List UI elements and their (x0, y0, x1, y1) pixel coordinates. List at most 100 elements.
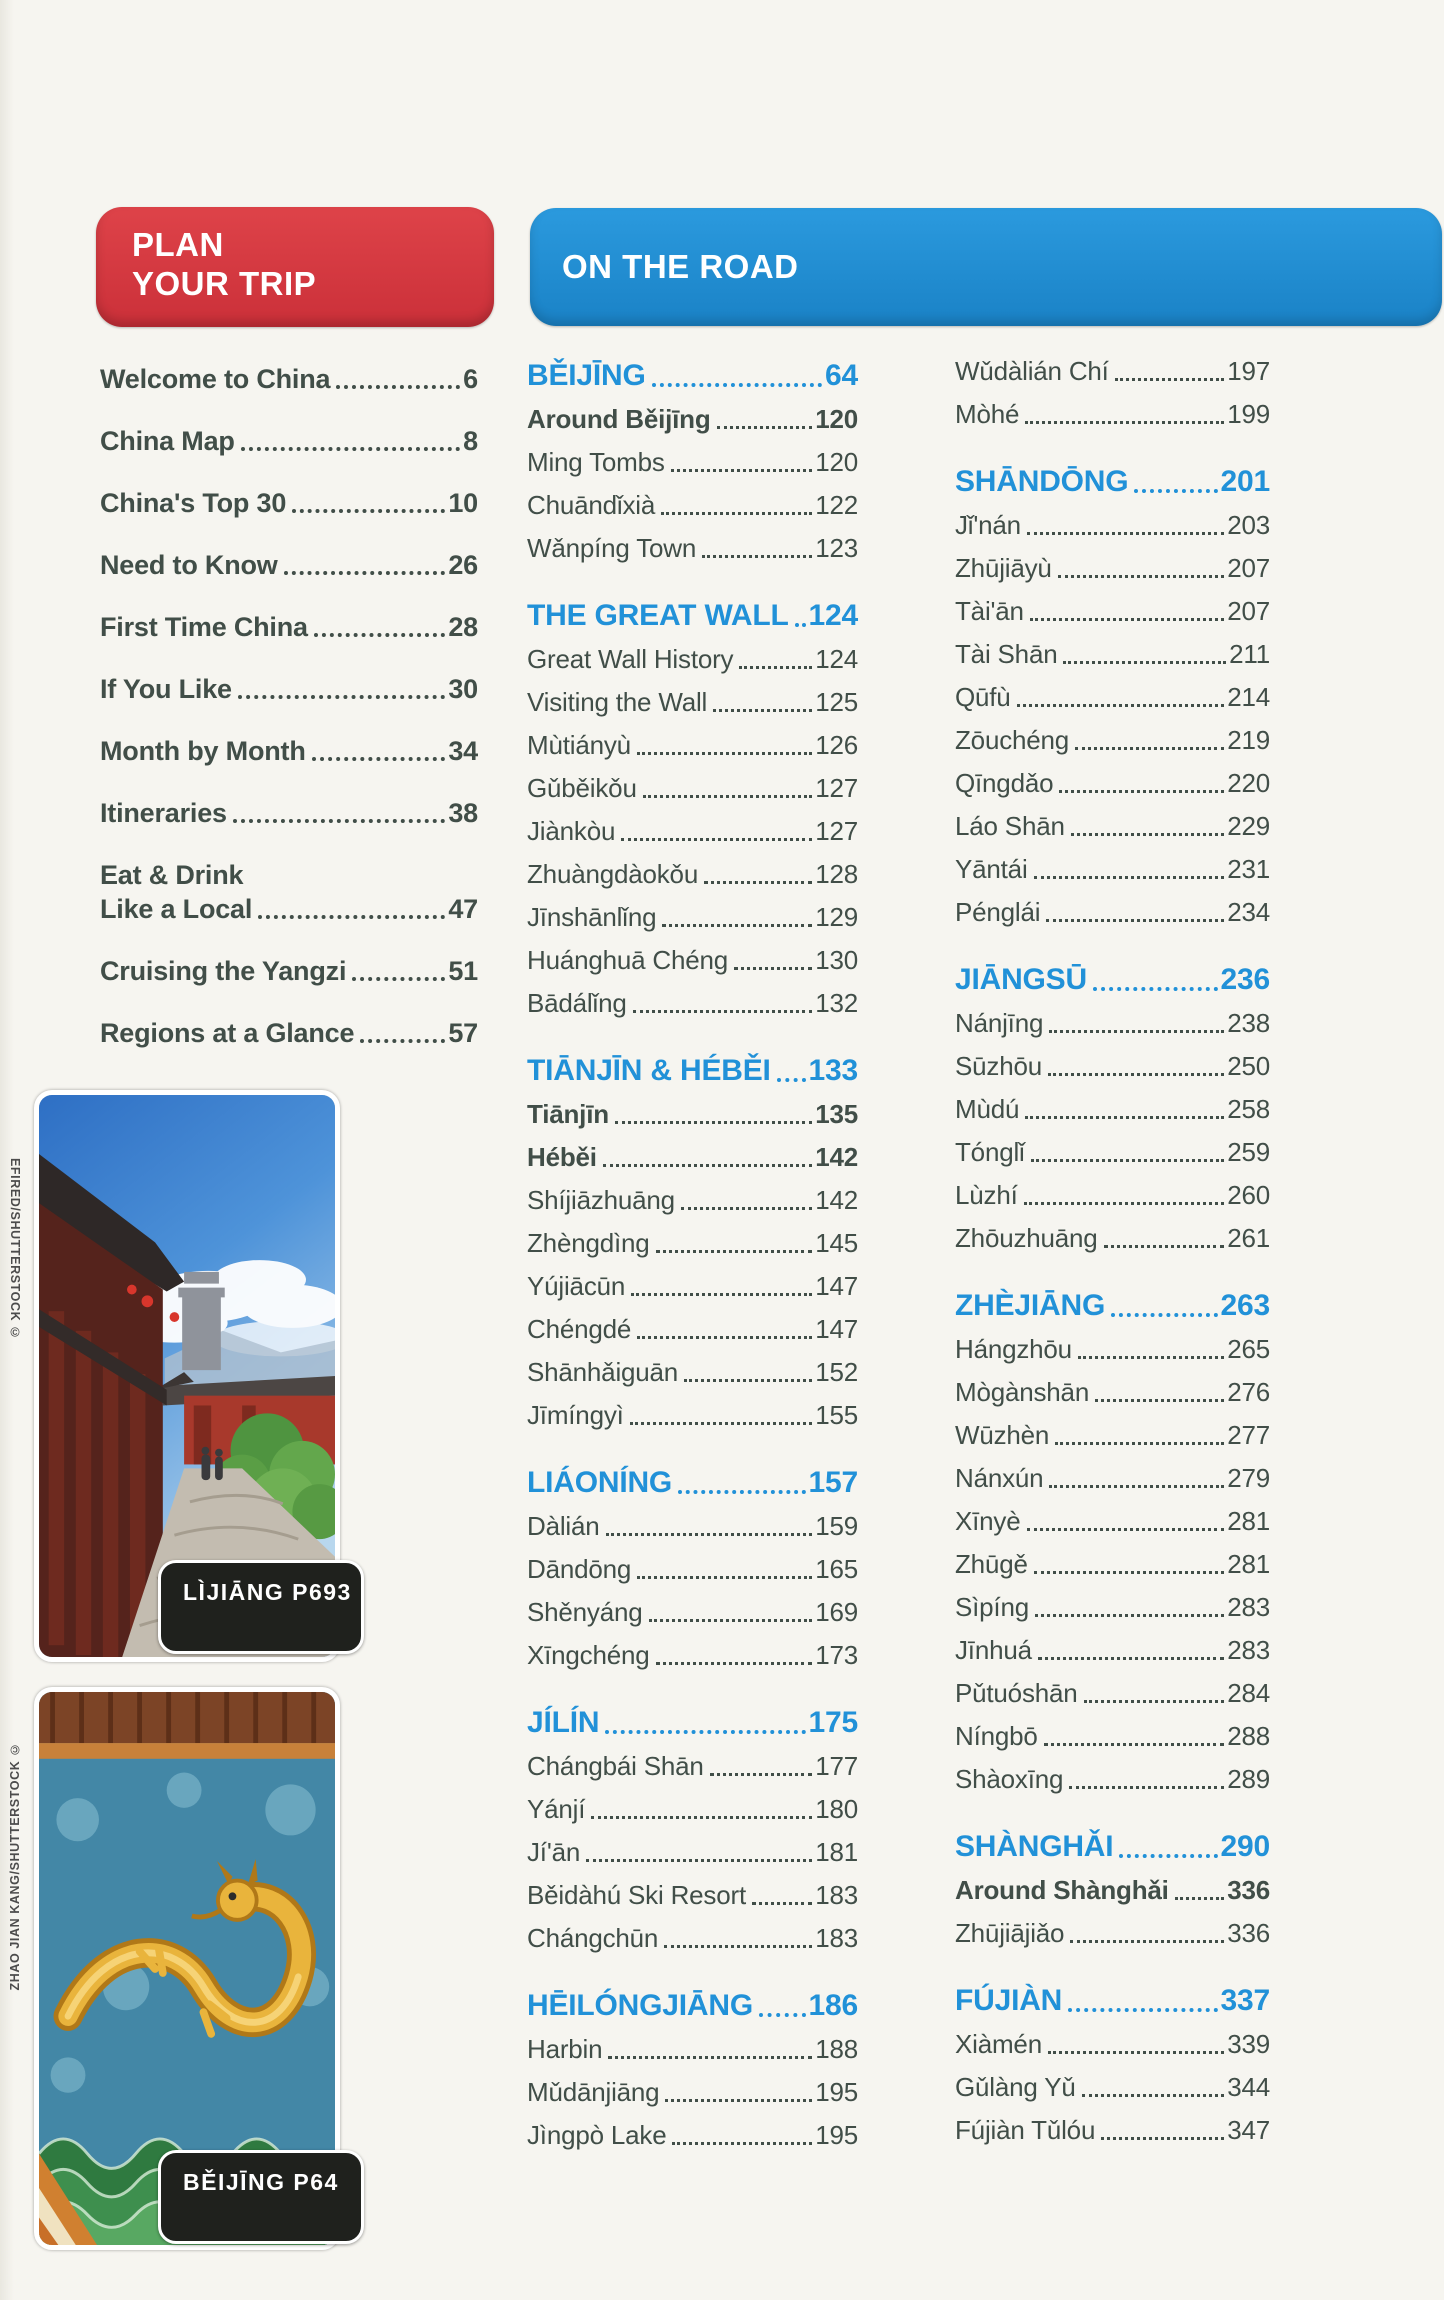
dot-leader (1047, 2051, 1225, 2054)
toc-entry: Fújiàn Tǔlóu 347 (955, 2115, 1270, 2146)
toc-entry-label: Yánjí (527, 1794, 586, 1824)
dot-leader (751, 1902, 813, 1905)
on-the-road-column-2: Wǔdàlián Chí 197 Mòhé 199 SHĀNDŌNG 201 Jǐ'nán 2… (955, 356, 1270, 2180)
toc-entry-page: 125 (815, 687, 858, 717)
plan-item-label: If You Like (100, 674, 232, 704)
dot-leader (605, 1533, 813, 1536)
toc-entry: Pénglái 234 (955, 897, 1270, 928)
section-heading: JIĀNGSŪ 236 (955, 962, 1270, 998)
plan-item-label: Eat & Drink (100, 860, 244, 890)
toc-entry-label: Chángbái Shān (527, 1751, 704, 1781)
toc-entry: Zhōuzhuāng 261 (955, 1223, 1270, 1254)
dot-leader (629, 1422, 813, 1425)
toc-entry-label: Jiànkòu (527, 816, 616, 846)
plan-item-page: 38 (448, 798, 478, 828)
toc-entry-page: 128 (815, 859, 858, 889)
toc-entry-page: 173 (815, 1640, 858, 1670)
toc-entry: Chuāndǐxià 122 (527, 490, 858, 521)
dot-leader (586, 1859, 813, 1862)
plan-item-page: 26 (448, 550, 478, 580)
toc-entry-label: Lùzhí (955, 1180, 1018, 1210)
dot-leader (776, 1078, 806, 1082)
dot-leader (1134, 489, 1218, 493)
section-heading: JÍLÍN 175 (527, 1705, 858, 1741)
toc-entry: Dàlián 159 (527, 1511, 858, 1542)
dot-leader (734, 967, 813, 970)
toc-entry-page: 283 (1227, 1592, 1270, 1622)
dot-leader (352, 977, 446, 981)
toc-entry-label: Around Shànghǎi (955, 1875, 1169, 1905)
toc-entry-page: 238 (1227, 1008, 1270, 1038)
toc-entry: Gǔlàng Yǔ 344 (955, 2072, 1270, 2103)
dot-leader (702, 555, 813, 558)
dot-leader (758, 2013, 806, 2017)
toc-entry: Wūzhèn 277 (955, 1420, 1270, 1451)
section-heading: ZHÈJIĀNG 263 (955, 1288, 1270, 1324)
dot-leader (1025, 1116, 1225, 1119)
dot-leader (360, 1039, 446, 1043)
section-heading: BĚIJĪNG 64 (527, 358, 858, 394)
toc-entry: Wǔdàlián Chí 197 (955, 356, 1270, 387)
toc-entry-label: Jìngpò Lake (527, 2120, 667, 2150)
plan-item: Month by Month 34 (100, 734, 478, 768)
toc-entry: Zhūgě 281 (955, 1549, 1270, 1580)
toc-entry-label: Běidàhú Ski Resort (527, 1880, 746, 1910)
toc-entry: Nánjīng 238 (955, 1008, 1270, 1039)
plan-item: Welcome to China 6 (100, 362, 478, 396)
toc-entry-page: 124 (815, 644, 858, 674)
toc-entry: Jìngpò Lake 195 (527, 2120, 858, 2151)
toc-entry: Qīngdǎo 220 (955, 768, 1270, 799)
toc-entry: Shàoxīng 289 (955, 1764, 1270, 1795)
dot-leader (794, 623, 806, 627)
dot-leader (1070, 833, 1225, 836)
toc-entry: Hángzhōu 265 (955, 1334, 1270, 1365)
toc-section: JIĀNGSŪ 236 Nánjīng 238 Sūzhōu 250 Mùdú 258 Tóng… (955, 962, 1270, 1254)
section-heading-label: BĚIJĪNG (527, 359, 646, 392)
dot-leader (670, 469, 813, 472)
dot-leader (1049, 1485, 1225, 1488)
toc-entry-page: 197 (1227, 356, 1270, 386)
toc-entry: Jiànkòu 127 (527, 816, 858, 847)
dot-leader (1026, 1528, 1225, 1531)
toc-entry: Tài Shān 211 (955, 639, 1270, 670)
on-the-road-column-1: BĚIJĪNG 64 Around Běijīng 120 Ming Tombs 120 C… (527, 358, 858, 2185)
toc-entry-page: 203 (1227, 510, 1270, 540)
dot-leader (662, 924, 813, 927)
plan-item-label: China's Top 30 (100, 488, 287, 518)
toc-entry-page: 135 (815, 1099, 858, 1129)
toc-entry-page: 122 (815, 490, 858, 520)
section-heading-label: JIĀNGSŪ (955, 963, 1087, 996)
toc-entry-page: 147 (815, 1314, 858, 1344)
toc-entry-page: 336 (1227, 1875, 1270, 1905)
section-heading-label: HĒILÓNGJIĀNG (527, 1989, 753, 2022)
toc-entry: Jǐ'nán 203 (955, 510, 1270, 541)
dot-leader (1095, 1399, 1225, 1402)
toc-entry-page: 195 (815, 2120, 858, 2150)
toc-section: SHĀNDŌNG 201 Jǐ'nán 203 Zhūjiāyù 207 Tài'ān 207… (955, 464, 1270, 928)
toc-entry: Shěnyáng 169 (527, 1597, 858, 1628)
dot-leader (336, 385, 461, 389)
toc-entry-page: 165 (815, 1554, 858, 1584)
toc-entry-label: Fújiàn Tǔlóu (955, 2115, 1096, 2145)
dot-leader (1081, 2094, 1225, 2097)
toc-entry: Lùzhí 260 (955, 1180, 1270, 1211)
toc-section: TIĀNJĪN & HÉBĚI 133 Tiānjīn 135 Héběi 142 Shíj… (527, 1053, 858, 1431)
toc-entry: Chéngdé 147 (527, 1314, 858, 1345)
toc-entry-label: Qīngdǎo (955, 768, 1054, 798)
dot-leader (1174, 1897, 1225, 1900)
toc-entry-page: 126 (815, 730, 858, 760)
toc-entry-label: Wǎnpíng Town (527, 533, 697, 563)
section-heading-label: FÚJIÀN (955, 1984, 1063, 2017)
toc-entry: Pǔtuóshān 284 (955, 1678, 1270, 1709)
section-heading: FÚJIÀN 337 (955, 1983, 1270, 2019)
dot-leader (602, 1164, 813, 1167)
toc-entry-label: Zhōuzhuāng (955, 1223, 1098, 1253)
plan-item: China's Top 30 10 (100, 486, 478, 520)
toc-entry: Qūfù 214 (955, 682, 1270, 713)
toc-entry-label: Níngbō (955, 1721, 1038, 1751)
toc-entry-label: Wūzhèn (955, 1420, 1050, 1450)
dot-leader (621, 838, 813, 841)
dot-leader (608, 2056, 813, 2059)
plan-item: Cruising the Yangzi 51 (100, 954, 478, 988)
dot-leader (258, 915, 446, 919)
